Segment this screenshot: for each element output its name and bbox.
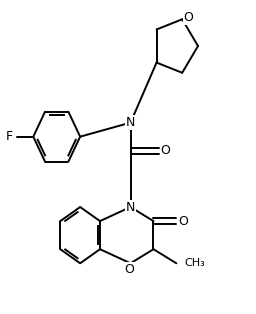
- Text: N: N: [126, 201, 135, 214]
- Text: O: O: [184, 11, 194, 24]
- Text: N: N: [126, 116, 135, 129]
- Text: O: O: [124, 263, 134, 276]
- Text: O: O: [161, 144, 170, 157]
- Text: CH₃: CH₃: [185, 258, 205, 268]
- Text: F: F: [6, 130, 13, 143]
- Text: O: O: [179, 214, 188, 228]
